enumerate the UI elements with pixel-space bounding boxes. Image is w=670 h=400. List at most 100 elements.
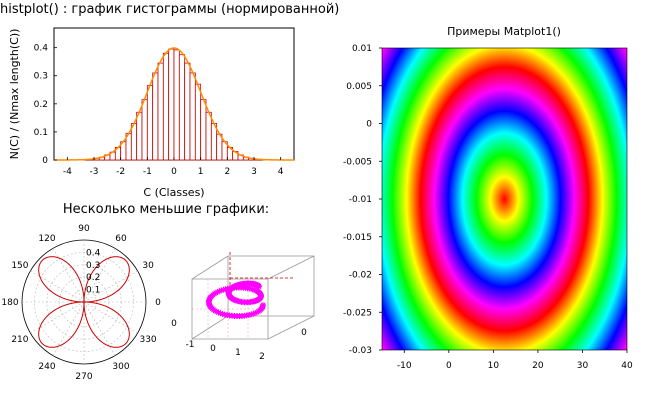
histogram-bar [216,133,223,161]
histogram-x-ticks: -4 -3 -2 -1 0 1 2 3 4 [63,157,284,177]
plot3d-z-tick-label: 0 [171,319,177,329]
plot3d-star-marker [250,310,257,317]
histogram-x-tick-label: 1 [198,167,204,177]
histogram-bars [88,48,260,161]
histogram-x-tick-label: -3 [90,167,99,177]
polar-rose-curve [38,256,130,348]
plot3d-star-marker [221,311,228,318]
histogram-bar [200,99,207,161]
polar-spoke [30,301,85,334]
polar-angle-label: 210 [11,335,28,345]
polar-angle-label: 0 [155,298,161,308]
heatmap-y-tick-label: 0 [366,120,372,130]
polar-grid [21,239,147,365]
plot3d-star-marker [214,289,221,295]
polar-spoke [83,301,116,356]
polar-angle-labels: 0 30 60 90 120 150 180 210 240 270 300 330 [1,224,161,382]
plot3d-x-tick-label: 2 [259,352,265,362]
histogram-bar [173,49,180,161]
heatmap-x-tick-label: 40 [621,361,633,371]
polar-angle-label: 120 [38,234,55,244]
plot3d-x-tick-label: 0 [210,344,216,354]
heatmap-image [382,48,627,350]
polar-spoke [83,301,138,334]
plot3d-star-marker [217,310,224,317]
histogram-bar [194,83,202,161]
histogram-y-label: N(C) / (Nmax length(C)) [8,29,21,160]
plot3d-x-tick-label: -1 [186,340,195,350]
histogram-x-tick-label: 0 [171,167,177,177]
histogram-y-tick-label: 0.1 [34,128,48,138]
polar-radial-label: 0.2 [86,273,100,283]
polar-angle-label: 240 [38,362,55,372]
polar-angle-label: 30 [142,261,154,271]
histogram-bar [189,72,196,161]
plot3d-tick-labels: -1 0 1 2 0 0 [171,319,307,362]
polar-radial-labels: 0.1 0.2 0.3 0.4 [86,248,101,295]
polar-angle-label: 60 [115,234,127,244]
histogram-y-ticks: 0 0.1 0.2 0.3 0.4 [34,44,57,166]
histogram-bar [152,72,159,161]
polar-angle-label: 300 [112,362,129,372]
polar-radial-label: 0.3 [86,261,100,271]
histogram-x-tick-label: 2 [224,167,230,177]
polar-angle-label: 270 [75,372,92,382]
heatmap-y-tick-label: -0.02 [349,271,372,281]
plot3d-star-marker [249,286,256,293]
polar-spoke [30,270,85,303]
histogram-x-tick-label: 4 [278,167,284,177]
heatmap-y-ticks: 0.01 0.005 0 -0.005 -0.01 -0.015 -0.02 -0.025 -0… [343,44,382,356]
histogram-bar [210,123,218,161]
histogram-x-tick-label: -4 [63,167,72,177]
histogram-y-tick-label: 0.2 [34,100,48,110]
plot3d-star-marker [216,288,223,295]
plot3d-star-markers [205,280,266,320]
heatmap-chart: Примеры Matplot1() -10 0 10 20 30 40 0.01 0.00… [343,25,633,371]
heatmap-y-tick-label: -0.005 [343,157,372,167]
small-plots-subtitle: Несколько меньшие графики: [63,202,269,217]
plot3d-star-marker [253,309,260,316]
plot3d-star-marker [256,283,262,290]
histogram-x-tick-label: -2 [116,167,125,177]
histogram-bar [205,111,212,161]
histogram-bar [157,62,164,161]
heatmap-y-tick-label: -0.015 [343,233,372,243]
histogram-title: histplot() : график гистограммы (нормиро… [0,2,339,17]
heatmap-y-tick-label: -0.01 [349,195,372,205]
heatmap-title: Примеры Matplot1() [447,25,561,38]
polar-angle-label: 180 [1,298,18,308]
histogram-y-tick-label: 0.4 [34,44,49,54]
polar-radial-label: 0.1 [86,286,100,296]
polar-angle-label: 150 [11,261,28,271]
plot3d-star-marker [218,287,225,294]
heatmap-x-ticks: -10 0 10 20 30 40 [397,350,633,371]
histogram-bar [146,85,154,161]
histogram-x-tick-label: -1 [143,167,152,177]
polar-radial-label: 0.4 [86,248,101,258]
polar-spoke [52,301,85,356]
histogram-bar [184,62,191,161]
histogram-bar [168,48,175,161]
histogram-x-label: C (Classes) [143,186,204,199]
heatmap-y-tick-label: -0.03 [349,346,372,356]
plot3d-star-marker [252,310,259,317]
histogram-bar [136,111,143,161]
plot3d-star-marker [219,311,226,317]
polar-spoke [52,248,85,303]
heatmap-x-tick-label: -10 [397,361,412,371]
heatmap-x-tick-label: 20 [532,361,544,371]
plot3d-star-marker [215,309,222,316]
polar-angle-label: 90 [78,224,90,234]
heatmap-x-tick-label: 30 [577,361,589,371]
histogram-y-tick-label: 0 [42,156,48,166]
plot3d-star-marker [248,311,255,318]
plot3d-x-tick-label: 1 [235,348,241,358]
histogram-x-tick-label: 3 [251,167,257,177]
histogram-bar [130,123,138,161]
heatmap-x-tick-label: 0 [446,361,452,371]
histogram-bar [162,52,170,161]
plot3d-box-edges [191,255,315,340]
heatmap-y-tick-label: -0.025 [343,308,372,318]
plot3d-y-tick-label: 0 [301,328,307,338]
heatmap-x-tick-label: 10 [488,361,500,371]
